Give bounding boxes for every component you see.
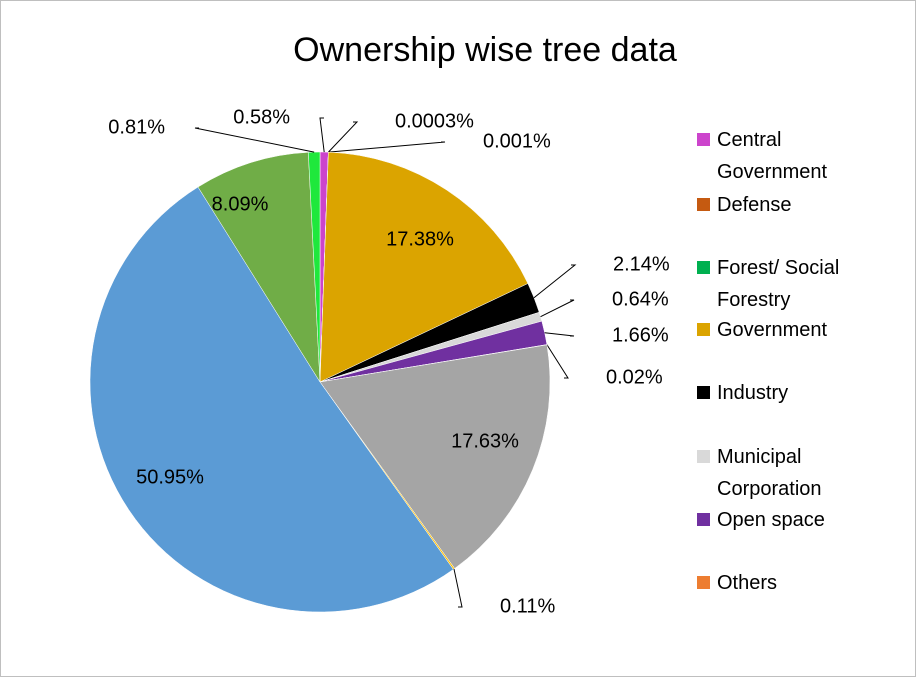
legend-label: Government — [717, 319, 828, 341]
legend-swatch — [697, 450, 710, 463]
legend-label: Municipal Corporation — [717, 446, 822, 500]
data-label: 0.0003% — [395, 110, 474, 132]
pie-slice — [308, 151, 321, 383]
pie-slice — [89, 186, 454, 613]
data-label: 8.09% — [212, 193, 269, 215]
legend-label: Central Government — [717, 129, 828, 183]
leader-line — [453, 568, 463, 608]
legend-label: Others — [717, 572, 778, 594]
legend-swatch — [697, 198, 710, 211]
legend-label: Open space — [717, 509, 825, 531]
legend-swatch — [697, 513, 710, 526]
legend-label: Industry — [717, 382, 789, 404]
pie-slice — [319, 151, 529, 383]
data-label: 0.001% — [483, 130, 551, 152]
leader-line — [533, 264, 577, 299]
data-label: 0.11% — [500, 595, 555, 617]
legend-swatch — [697, 576, 710, 589]
data-label: 0.81% — [108, 116, 165, 138]
data-label: 17.38% — [386, 228, 454, 250]
data-label: 0.64% — [612, 288, 669, 310]
legend-label: Forest/ Social Forestry — [717, 257, 840, 311]
pie-slice — [319, 344, 551, 569]
leader-line — [328, 141, 446, 153]
leader-line — [194, 127, 315, 153]
leader-line — [544, 332, 575, 337]
data-label: 0.02% — [606, 366, 663, 388]
pie-slice — [197, 152, 321, 383]
legend-swatch — [697, 133, 710, 146]
legend-swatch — [697, 386, 710, 399]
legend-swatch — [697, 261, 710, 274]
leader-line — [319, 117, 325, 153]
data-label: 1.66% — [612, 324, 669, 346]
legend-swatch — [697, 323, 710, 336]
chart-title: Ownership wise tree data — [293, 31, 677, 69]
data-label: 2.14% — [613, 253, 670, 275]
data-label: 17.63% — [451, 430, 519, 452]
leader-line — [328, 121, 359, 153]
leader-line — [546, 344, 569, 379]
leader-line — [540, 299, 575, 318]
data-label: 50.95% — [136, 466, 204, 488]
legend-label: Defense — [717, 194, 792, 216]
data-label: 0.58% — [233, 106, 290, 128]
